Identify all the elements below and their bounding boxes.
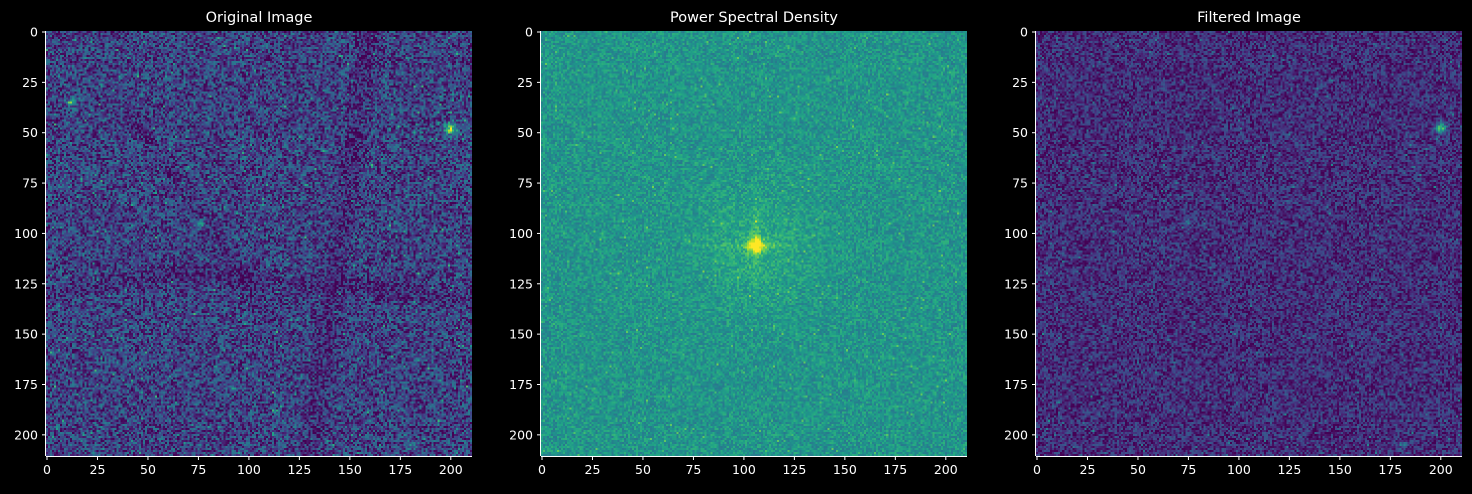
y-tick-label: 175 [14,377,38,392]
x-tick-label: 50 [1130,462,1146,477]
x-tick-label: 0 [1033,462,1041,477]
x-tick-label: 150 [338,462,362,477]
y-tick-label: 25 [517,75,533,90]
x-tick-label: 0 [43,462,51,477]
x-tick-label: 75 [1180,462,1196,477]
heatmap-image [1036,31,1462,456]
panel-filtered-image: Filtered Image 0 25 50 75 100 125 150 175 200 0 25… [1004,10,1462,477]
y-tick-label: 0 [30,25,38,40]
x-tick-label: 25 [1080,462,1096,477]
y-tick-label: 100 [14,226,38,241]
y-tick-label: 150 [509,327,533,342]
x-tick-label: 25 [90,462,106,477]
x-tick-label: 50 [635,462,651,477]
axes: 0 25 50 75 100 125 150 175 200 0 25 50 75 100 125 150 17… [14,25,472,477]
axes: 0 25 50 75 100 125 150 175 200 0 25 50 75 100 125 150 17… [1004,25,1462,477]
x-tick-label: 75 [685,462,701,477]
axes: 0 25 50 75 100 125 150 175 200 0 25 50 75 100 125 150 17… [509,25,967,477]
x-tick-label: 125 [287,462,311,477]
y-tick-label: 100 [1004,226,1028,241]
y-tick-label: 125 [509,276,533,291]
x-tick-label: 25 [585,462,601,477]
y-tick-label: 200 [1004,427,1028,442]
y-tick-label: 175 [1004,377,1028,392]
x-tick-label: 175 [883,462,907,477]
y-tick-label: 125 [14,276,38,291]
y-tick-label: 0 [1020,25,1028,40]
x-tick-label: 175 [1378,462,1402,477]
x-tick-label: 50 [140,462,156,477]
y-tick-label: 125 [1004,276,1028,291]
panel-title: Power Spectral Density [670,10,838,26]
x-tick-label: 200 [934,462,958,477]
x-tick-label: 200 [1429,462,1453,477]
y-tick-label: 200 [14,427,38,442]
y-tick-label: 75 [22,176,38,191]
y-tick-label: 25 [22,75,38,90]
x-tick-label: 150 [833,462,857,477]
panel-title: Original Image [206,10,313,26]
y-tick-label: 175 [509,377,533,392]
x-tick-label: 100 [1227,462,1251,477]
x-tick-label: 175 [388,462,412,477]
x-tick-label: 125 [782,462,806,477]
heatmap-image [541,31,967,456]
y-tick-label: 50 [22,125,38,140]
x-tick-label: 200 [439,462,463,477]
x-tick-label: 100 [237,462,261,477]
y-tick-label: 50 [1012,125,1028,140]
y-tick-label: 0 [525,25,533,40]
y-tick-label: 200 [509,427,533,442]
x-tick-label: 125 [1277,462,1301,477]
y-tick-label: 25 [1012,75,1028,90]
heatmap-image [46,31,472,456]
y-tick-label: 75 [1012,176,1028,191]
x-tick-label: 75 [190,462,206,477]
y-tick-label: 150 [14,327,38,342]
x-tick-label: 0 [538,462,546,477]
x-tick-label: 150 [1328,462,1352,477]
y-tick-label: 100 [509,226,533,241]
y-tick-label: 50 [517,125,533,140]
panel-title: Filtered Image [1197,10,1301,26]
y-tick-label: 150 [1004,327,1028,342]
y-tick-label: 75 [517,176,533,191]
panel-power-spectral-density: Power Spectral Density 0 25 50 75 100 125 150 1… [509,10,967,477]
panel-original-image: Original Image 0 25 50 75 100 125 150 175 200 0 25… [14,10,472,477]
x-tick-label: 100 [732,462,756,477]
